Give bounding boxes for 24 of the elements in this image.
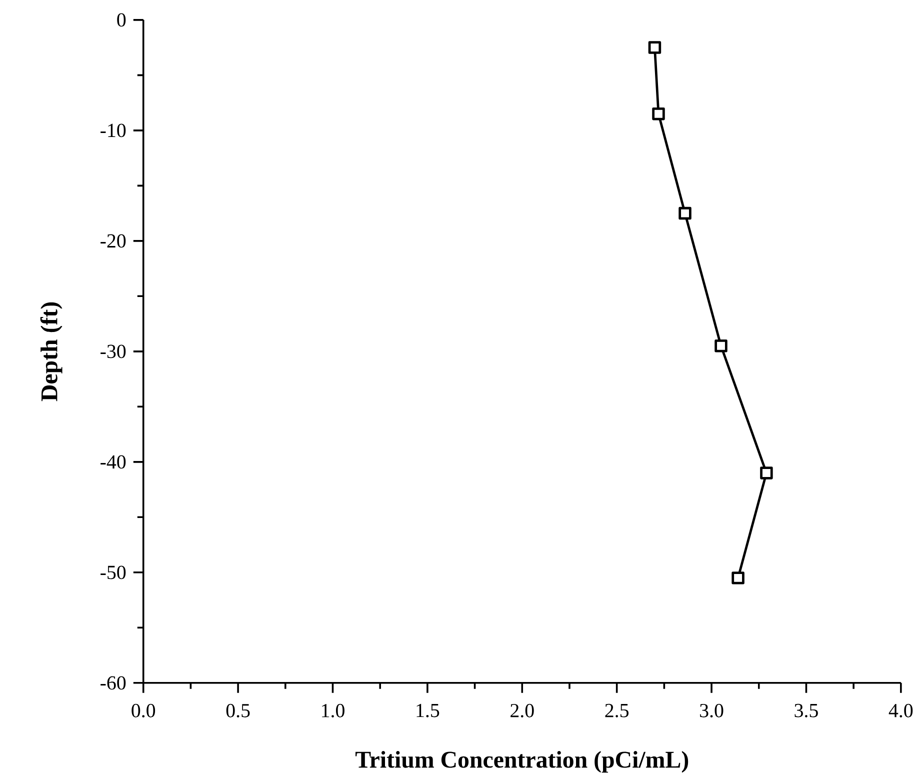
y-tick-label: -40 [100, 454, 126, 468]
y-tick-label: -50 [100, 565, 126, 579]
x-tick-label: 1.5 [416, 704, 440, 718]
point [678, 206, 692, 220]
x-axis-title: Tritium Concentration (pCi/mL) [356, 750, 688, 772]
point [732, 571, 744, 584]
x-tick-label: 2.0 [510, 704, 534, 718]
point [714, 339, 728, 352]
point [648, 40, 662, 54]
point [652, 107, 665, 120]
x-tick-label: 4.0 [888, 704, 913, 718]
x-tick-label: 2.5 [605, 704, 628, 718]
y-axis-title: Depth (ft) [40, 302, 62, 401]
x-tick-label: 3.0 [700, 704, 724, 718]
y-tick-label: -10 [100, 123, 126, 137]
y-tick-label: -30 [100, 344, 126, 358]
y-tick-label: -20 [100, 234, 126, 248]
y-tick-label: 0 [117, 12, 126, 26]
x-tick-label: 3.5 [794, 704, 818, 718]
point [760, 466, 773, 480]
x-tick-label: 1.0 [322, 704, 344, 718]
x-tick-label: 0.0 [132, 704, 156, 718]
x-tick-label: 0.5 [226, 704, 250, 718]
y-tick-label: -60 [100, 676, 126, 690]
